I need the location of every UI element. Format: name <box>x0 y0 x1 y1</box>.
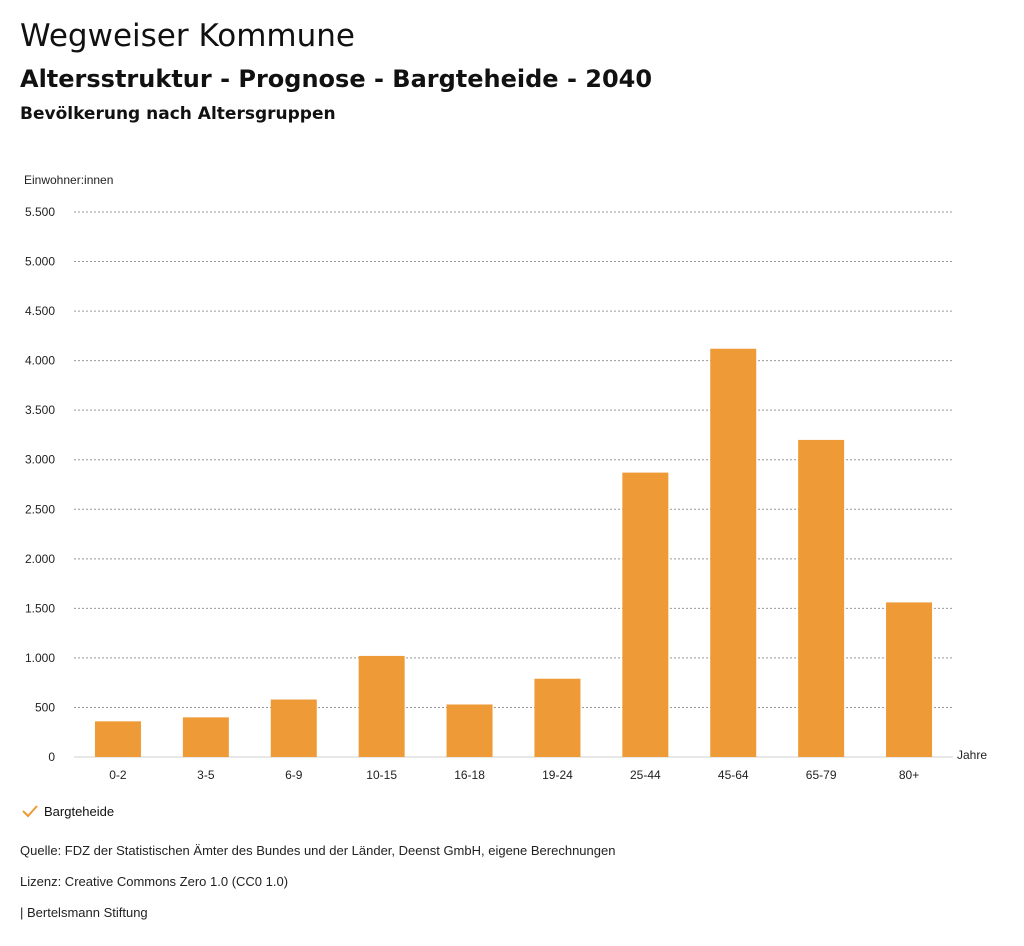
bar-19-24 <box>534 678 581 757</box>
bar-chart: Einwohner:innen 0 500 1.000 1.500 2.000 2.500 3… <box>24 173 987 782</box>
bar-6-9 <box>270 699 317 757</box>
y-tick-label: 4.500 <box>25 304 55 318</box>
y-tick-label: 2.000 <box>25 552 55 566</box>
x-tick-label: 16-18 <box>454 768 485 782</box>
y-tick-label: 4.000 <box>25 354 55 368</box>
y-tick-label: 500 <box>35 700 55 714</box>
y-tick-label: 1.000 <box>25 651 55 665</box>
x-tick-label: 80+ <box>899 768 919 782</box>
page-subtitle: Altersstruktur - Prognose - Bargteheide … <box>20 65 653 93</box>
x-tick-label: 19-24 <box>542 768 573 782</box>
bar-16-18 <box>446 704 493 757</box>
x-tick-label: 65-79 <box>806 768 837 782</box>
brand-note: | Bertelsmann Stiftung <box>20 905 148 920</box>
chart-title: Bevölkerung nach Altersgruppen <box>20 104 336 124</box>
y-tick-label: 5.000 <box>25 255 55 269</box>
y-tick-label: 0 <box>48 750 55 764</box>
legend-label: Bargteheide <box>44 803 115 819</box>
x-tick-label: 10-15 <box>366 768 397 782</box>
bar-3-5 <box>182 717 229 757</box>
x-axis-label: Jahre <box>957 748 987 762</box>
y-tick-label: 5.500 <box>25 205 55 219</box>
bar-10-15 <box>358 655 405 757</box>
license-note: Lizenz: Creative Commons Zero 1.0 (CC0 1… <box>20 874 289 889</box>
bar-0-2 <box>94 721 141 757</box>
y-tick-label: 2.500 <box>25 502 55 516</box>
y-axis-label: Einwohner:innen <box>24 173 113 187</box>
bar-25-44 <box>622 472 669 757</box>
page-title: Wegweiser Kommune <box>20 18 355 54</box>
x-tick-label: 0-2 <box>109 768 127 782</box>
y-tick-label: 3.000 <box>25 453 55 467</box>
y-tick-label: 1.500 <box>25 601 55 615</box>
bar-65-79 <box>798 439 845 757</box>
x-tick-label: 6-9 <box>285 768 303 782</box>
bar-45-64 <box>710 348 757 757</box>
x-tick-label: 25-44 <box>630 768 661 782</box>
x-tick-label: 45-64 <box>718 768 749 782</box>
y-tick-label: 3.500 <box>25 403 55 417</box>
source-note: Quelle: FDZ der Statistischen Ämter des … <box>20 843 616 858</box>
x-tick-label: 3-5 <box>197 768 215 782</box>
check-icon <box>22 805 38 818</box>
legend-item-bargteheide[interactable]: Bargteheide <box>20 803 114 819</box>
bar-80+ <box>886 602 933 757</box>
